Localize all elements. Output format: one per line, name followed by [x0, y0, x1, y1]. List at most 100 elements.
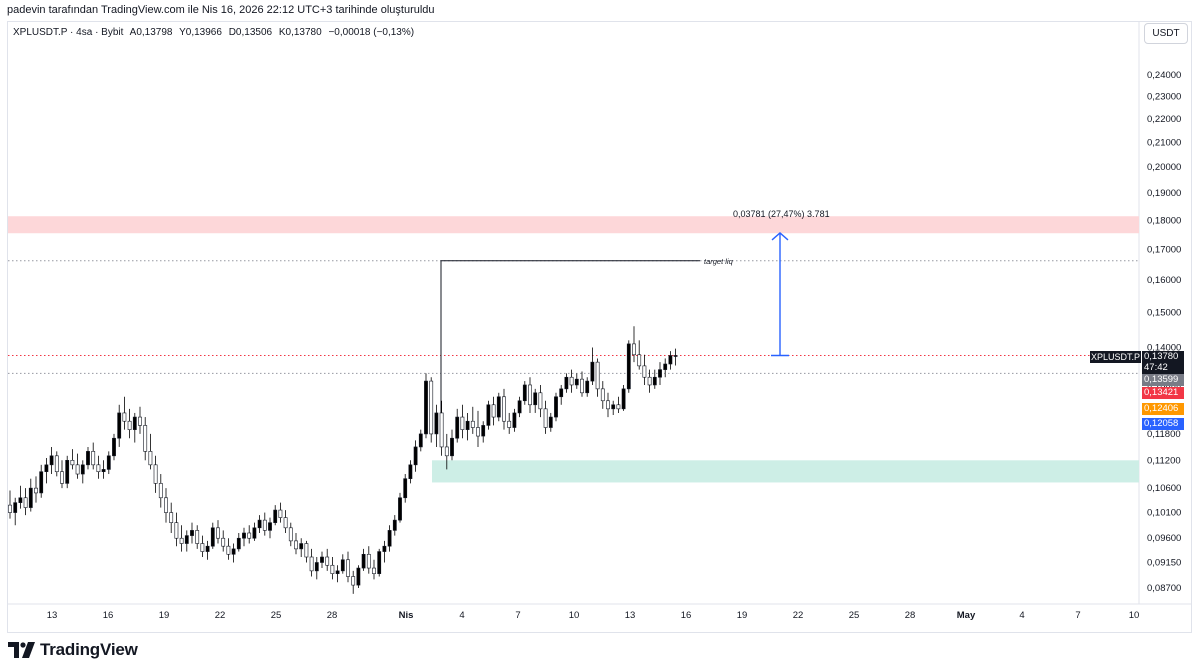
x-axis-tick-label: 4 [459, 610, 464, 621]
candle-body [632, 343, 636, 356]
candle-body [647, 376, 652, 386]
candle-body [434, 412, 439, 435]
legend-change: −0,00018 (−0,13%) [328, 27, 415, 38]
y-axis-tick-label: 0,09600 [1147, 533, 1181, 544]
candle-body [158, 483, 163, 499]
legend-symbol[interactable]: XPLUSDT.P · 4sa · Bybit [13, 27, 124, 38]
candle-body [112, 437, 116, 457]
x-axis-tick-label: 19 [737, 610, 748, 621]
y-axis-tick-label: 0,09150 [1147, 558, 1181, 569]
candle-body [673, 355, 678, 357]
candle-body [486, 404, 491, 426]
candle-body [528, 384, 532, 406]
candle-body [595, 361, 600, 390]
candle-body [543, 408, 548, 428]
candle-body [621, 388, 626, 410]
y-axis-tick-label: 0,11200 [1147, 455, 1181, 466]
candle-body [28, 487, 33, 508]
candle-body [668, 355, 673, 365]
legend-close: K0,13780 [278, 27, 322, 38]
candle-body [611, 404, 616, 410]
candle-body [143, 425, 148, 452]
candle-body [538, 392, 543, 410]
candle-body [169, 512, 174, 523]
candle-body [663, 363, 668, 370]
candle-body [590, 361, 595, 382]
candle-body [569, 376, 574, 386]
candle-body [18, 497, 23, 503]
candle-body [361, 553, 366, 569]
candle-body [585, 380, 590, 394]
candle-body [96, 464, 101, 473]
candle-body [325, 556, 330, 566]
candle-body [424, 380, 428, 435]
candle-body [652, 376, 657, 386]
currency-button[interactable]: USDT [1144, 23, 1188, 44]
candle-body [80, 464, 85, 475]
candle-body [616, 404, 621, 410]
candle-body [366, 553, 371, 569]
measure-arrowhead [771, 232, 789, 241]
candle-body [372, 567, 376, 574]
candle-body [101, 469, 106, 473]
candle-body [236, 537, 241, 550]
target-liq-line [440, 260, 700, 434]
symbol-legend: XPLUSDT.P · 4sa · Bybit A0,13798 Y0,1396… [13, 27, 418, 38]
x-axis-tick-label: 13 [47, 610, 58, 621]
x-axis-tick-label: 28 [327, 610, 338, 621]
candle-body [174, 522, 179, 539]
candle-body [153, 464, 158, 484]
candle-body [351, 576, 356, 586]
x-axis-tick-label: 22 [793, 610, 804, 621]
candle-body [320, 556, 324, 563]
candle-body [309, 556, 314, 572]
candle-body [164, 497, 168, 513]
chart-attribution: padevin tarafından TradingView.com ile N… [7, 4, 435, 16]
candle-body [148, 451, 153, 466]
price-badge-blue: 0,12058 [1142, 418, 1184, 430]
supply-zone [8, 216, 1139, 234]
x-axis-tick-label: 25 [849, 610, 860, 621]
candle-body [626, 343, 631, 390]
y-axis-tick-label: 0,22000 [1147, 114, 1181, 125]
candle-body [387, 530, 392, 547]
x-axis-tick-label: 7 [1075, 610, 1080, 621]
candle-body [91, 451, 96, 466]
y-axis-tick-label: 0,20000 [1147, 162, 1181, 173]
candle-body [470, 420, 475, 428]
candle-body [512, 412, 517, 428]
tradingview-logo[interactable]: TradingView [8, 638, 138, 662]
y-axis-tick-label: 0,11800 [1147, 429, 1181, 440]
candle-body [190, 530, 194, 536]
candle-body [184, 535, 189, 544]
last-price-badge: 0,13780 [1142, 351, 1184, 363]
candle-body [418, 433, 423, 448]
candle-body [637, 354, 642, 367]
candle-body [138, 416, 142, 426]
candle-body [283, 517, 288, 529]
candle-body [476, 427, 480, 437]
candle-body [403, 478, 408, 499]
legend-high: Y0,13966 [179, 27, 222, 38]
candle-body [299, 543, 304, 550]
candle-body [294, 540, 298, 550]
candle-body [65, 460, 70, 484]
candle-body [574, 378, 579, 386]
candle-body [34, 487, 38, 494]
candle-body [268, 522, 272, 531]
y-axis-tick-label: 0,19000 [1147, 188, 1181, 199]
candle-body [398, 497, 402, 521]
tradingview-logo-text: TradingView [40, 640, 138, 659]
candle-body [288, 527, 293, 542]
candle-body [231, 548, 236, 555]
candle-body [122, 412, 127, 422]
y-axis-tick-label: 0,18000 [1147, 215, 1181, 226]
candle-body [502, 396, 506, 422]
candle-body [221, 537, 226, 547]
candle-body [23, 497, 28, 508]
candle-body [75, 464, 80, 475]
y-axis-tick-label: 0,10100 [1147, 508, 1181, 519]
candle-body [60, 471, 64, 484]
candle-body [304, 543, 309, 558]
